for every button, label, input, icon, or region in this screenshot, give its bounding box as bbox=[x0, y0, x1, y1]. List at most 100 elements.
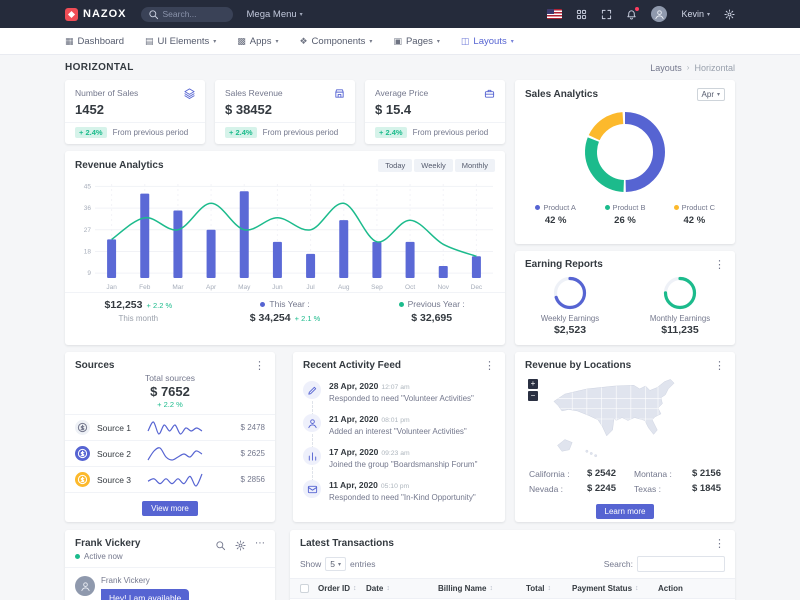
location-name: California : bbox=[529, 469, 570, 479]
series-dot bbox=[399, 302, 404, 307]
mega-menu-label: Mega Menu bbox=[247, 9, 297, 20]
nav-item-layouts[interactable]: ◫Layouts▾ bbox=[461, 36, 514, 47]
chat-message-bubble: Hey! I am available bbox=[101, 589, 189, 600]
learn-more-button[interactable]: Learn more bbox=[596, 504, 655, 519]
settings-gear-icon[interactable] bbox=[724, 9, 735, 20]
recent-activity-card: Recent Activity Feed ⋮ 28 Apr, 202012:07… bbox=[293, 352, 505, 522]
breadcrumb-item[interactable]: Layouts bbox=[650, 63, 682, 73]
svg-text:Aug: Aug bbox=[338, 284, 350, 291]
activity-date: 28 Apr, 202012:07 am bbox=[329, 381, 495, 391]
breadcrumb-item[interactable]: Horizontal bbox=[694, 63, 735, 73]
user-menu[interactable]: Kevin ▾ bbox=[681, 9, 710, 19]
fullscreen-icon[interactable] bbox=[601, 9, 612, 20]
chat-status-text: Active now bbox=[84, 552, 123, 561]
total-sources-delta: + 2.2 % bbox=[65, 400, 275, 409]
entries-select[interactable]: 5 ▾ bbox=[325, 557, 346, 571]
search-input[interactable] bbox=[163, 9, 226, 19]
location-row: California : $ 2542 bbox=[529, 466, 616, 481]
source-row[interactable]: Source 2$ 2625 bbox=[65, 440, 275, 466]
svg-text:Oct: Oct bbox=[405, 284, 415, 291]
earning-item: Weekly Earnings$2,523 bbox=[515, 274, 625, 336]
column-header-date[interactable]: Date↕ bbox=[366, 584, 438, 593]
column-header-billing-name[interactable]: Billing Name↕ bbox=[438, 584, 526, 593]
card-title: Sales Analytics bbox=[525, 89, 598, 100]
kebab-menu-icon[interactable]: ⋮ bbox=[714, 362, 725, 370]
language-flag-us[interactable] bbox=[547, 9, 562, 19]
apps-grid-icon[interactable] bbox=[576, 9, 587, 20]
revenue-locations-card: Revenue by Locations ⋮ + − bbox=[515, 352, 735, 522]
range-button-today[interactable]: Today bbox=[378, 159, 412, 172]
svg-text:Jun: Jun bbox=[272, 284, 283, 291]
activity-item: 11 Apr, 202005:10 pmResponded to need "I… bbox=[303, 480, 495, 513]
brand-name: NAZOX bbox=[83, 8, 127, 20]
nav-item-components[interactable]: ❖Components▾ bbox=[299, 36, 372, 47]
user-avatar[interactable] bbox=[651, 6, 667, 22]
this-year-label: This Year : bbox=[269, 299, 309, 309]
card-title: Sources bbox=[75, 360, 114, 371]
view-more-button[interactable]: View more bbox=[142, 501, 198, 516]
pencil-icon bbox=[303, 381, 321, 399]
activity-date: 11 Apr, 202005:10 pm bbox=[329, 480, 495, 490]
chat-search-icon[interactable] bbox=[215, 540, 226, 551]
nav-item-ui-elements[interactable]: ▤UI Elements▾ bbox=[145, 36, 216, 47]
column-label: Payment Status bbox=[572, 584, 632, 593]
location-row: Montana :$ 2156 bbox=[634, 466, 721, 481]
kebab-menu-icon[interactable]: ⋮ bbox=[254, 362, 265, 370]
range-button-monthly[interactable]: Monthly bbox=[455, 159, 495, 172]
layouts-icon: ◫ bbox=[461, 36, 470, 47]
this-year-value: $ 34,254 bbox=[250, 312, 291, 324]
briefcase-icon bbox=[484, 88, 495, 117]
chat-more-icon[interactable]: ⋯ bbox=[255, 540, 265, 547]
select-all-checkbox[interactable] bbox=[300, 584, 309, 593]
location-name: Texas : bbox=[634, 484, 661, 494]
source-row[interactable]: Source 1$ 2478 bbox=[65, 414, 275, 440]
previous-year-value: $ 32,695 bbox=[411, 312, 452, 324]
location-value: $ 2542 bbox=[587, 468, 616, 479]
activity-text: Joined the group "Boardsmanship Forum" bbox=[329, 460, 495, 469]
usa-map[interactable]: + − bbox=[515, 375, 735, 463]
range-button-weekly[interactable]: Weekly bbox=[414, 159, 452, 172]
mega-menu-button[interactable]: Mega Menu ▾ bbox=[247, 9, 303, 20]
chat-message-author: Frank Vickery bbox=[101, 576, 189, 585]
earning-label: Weekly Earnings bbox=[515, 314, 625, 323]
nav-item-pages[interactable]: ▣Pages▾ bbox=[393, 36, 439, 47]
breadcrumb-separator: › bbox=[687, 63, 690, 72]
chevron-down-icon: ▾ bbox=[437, 38, 440, 45]
column-header-payment-status[interactable]: Payment Status↕ bbox=[572, 584, 658, 593]
stat-label: Average Price bbox=[375, 88, 428, 98]
nav-item-dashboard[interactable]: ▦Dashboard bbox=[65, 36, 124, 47]
column-header-total[interactable]: Total↕ bbox=[526, 584, 572, 593]
kebab-menu-icon[interactable]: ⋮ bbox=[714, 261, 725, 269]
stat-value: 1452 bbox=[75, 102, 138, 117]
card-title: Revenue Analytics bbox=[75, 160, 164, 171]
coin-icon bbox=[75, 420, 90, 435]
stat-value: $ 38452 bbox=[225, 102, 283, 117]
chat-settings-icon[interactable] bbox=[235, 540, 246, 551]
notification-bell-icon[interactable] bbox=[626, 9, 637, 20]
period-select[interactable]: Apr ▾ bbox=[697, 88, 725, 101]
map-zoom-in-button[interactable]: + bbox=[528, 379, 538, 389]
stat-note: From previous period bbox=[113, 128, 189, 137]
stat-delta-badge: + 2.4% bbox=[225, 127, 257, 138]
column-label: Date bbox=[366, 584, 383, 593]
map-zoom-out-button[interactable]: − bbox=[528, 391, 538, 401]
chat-card: Frank Vickery Active now ⋯ Frank Vickery… bbox=[65, 530, 275, 600]
period-value: Apr bbox=[702, 90, 714, 99]
column-header-order-id[interactable]: Order ID↕ bbox=[318, 584, 366, 593]
user-name: Kevin bbox=[681, 9, 704, 19]
table-search-input[interactable] bbox=[637, 556, 725, 572]
kebab-menu-icon[interactable]: ⋮ bbox=[484, 362, 495, 370]
show-label: Show bbox=[300, 559, 321, 569]
brand-logo[interactable]: NAZOX bbox=[65, 8, 127, 21]
card-title: Earning Reports bbox=[525, 259, 603, 270]
kebab-menu-icon[interactable]: ⋮ bbox=[714, 540, 725, 548]
source-row[interactable]: Source 3$ 2856 bbox=[65, 466, 275, 492]
activity-text: Responded to need "Volunteer Activities" bbox=[329, 394, 495, 403]
legend-item: Product B26 % bbox=[590, 203, 659, 226]
nav-item-apps[interactable]: ▩Apps▾ bbox=[237, 36, 278, 47]
legend-percent: 42 % bbox=[521, 215, 590, 226]
svg-text:18: 18 bbox=[84, 248, 92, 255]
activity-item: 17 Apr, 202009:23 amJoined the group "Bo… bbox=[303, 447, 495, 480]
legend-label: Product A bbox=[543, 203, 576, 212]
search-box[interactable] bbox=[141, 7, 233, 22]
